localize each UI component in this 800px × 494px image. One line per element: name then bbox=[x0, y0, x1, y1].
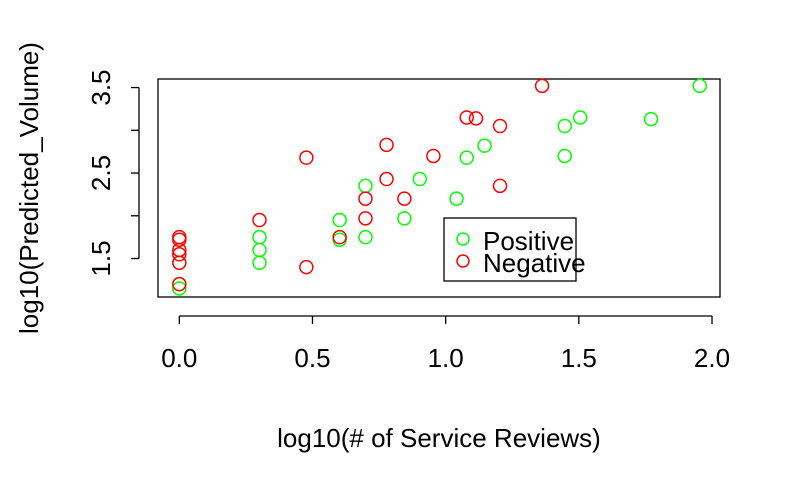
x-axis: 0.0 0.5 1.0 1.5 2.0 bbox=[161, 315, 730, 373]
point-positive bbox=[252, 229, 267, 245]
point-positive bbox=[397, 211, 412, 226]
point-positive bbox=[557, 118, 572, 134]
point-positive bbox=[449, 191, 464, 206]
point-positive bbox=[172, 281, 187, 296]
point-negative bbox=[426, 148, 441, 164]
y-axis: 1.5 2.5 3.5 bbox=[86, 69, 140, 277]
x-tick-label: 2.0 bbox=[694, 343, 730, 373]
point-positive bbox=[477, 138, 492, 153]
point-positive bbox=[412, 171, 428, 187]
data-points bbox=[172, 78, 708, 296]
point-positive bbox=[252, 255, 267, 271]
x-tick-label: 1.5 bbox=[561, 343, 597, 373]
point-negative bbox=[172, 229, 187, 245]
point-positive bbox=[358, 178, 373, 194]
point-positive bbox=[572, 110, 588, 125]
y-axis-label: log10(Predicted_Volume) bbox=[14, 42, 44, 334]
point-negative bbox=[459, 110, 474, 125]
point-negative bbox=[534, 78, 550, 94]
x-tick-label: 0.0 bbox=[161, 343, 197, 373]
point-negative bbox=[252, 212, 267, 228]
point-negative bbox=[299, 150, 314, 165]
x-tick-label: 0.5 bbox=[294, 343, 330, 373]
point-negative bbox=[172, 247, 187, 262]
point-negative bbox=[299, 259, 314, 275]
point-negative bbox=[379, 171, 394, 187]
legend: Positive Negative bbox=[443, 217, 586, 282]
legend-label-positive: Positive bbox=[483, 226, 574, 256]
point-positive bbox=[459, 150, 474, 165]
legend-marker-positive bbox=[456, 232, 470, 246]
point-negative bbox=[332, 229, 347, 245]
point-negative bbox=[397, 191, 412, 206]
point-positive bbox=[358, 229, 373, 245]
point-positive bbox=[692, 78, 708, 94]
point-negative bbox=[379, 137, 394, 153]
point-negative bbox=[468, 111, 484, 126]
x-tick-label: 1.0 bbox=[428, 343, 464, 373]
legend-marker-negative bbox=[456, 254, 470, 268]
x-axis-label: log10(# of Service Reviews) bbox=[277, 423, 601, 453]
point-negative bbox=[172, 276, 187, 292]
point-positive bbox=[332, 212, 347, 228]
point-positive bbox=[643, 111, 659, 127]
y-tick-label: 3.5 bbox=[86, 69, 116, 105]
point-negative bbox=[492, 118, 508, 134]
legend-box bbox=[443, 217, 577, 282]
plot-frame bbox=[157, 78, 721, 298]
point-negative bbox=[358, 191, 373, 206]
legend-label-negative: Negative bbox=[483, 248, 586, 278]
point-positive bbox=[252, 242, 267, 258]
point-negative bbox=[358, 211, 373, 226]
point-positive bbox=[557, 148, 572, 164]
y-tick-label: 1.5 bbox=[86, 240, 116, 276]
point-negative bbox=[492, 178, 508, 194]
y-tick-label: 2.5 bbox=[86, 155, 116, 191]
